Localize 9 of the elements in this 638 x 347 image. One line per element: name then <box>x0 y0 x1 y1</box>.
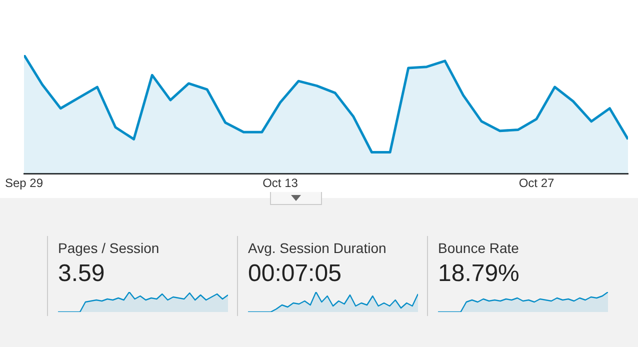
chart-subtitle: 3.59 <box>58 260 106 288</box>
x-tick-label: Sep 29 <box>4 176 44 190</box>
chart-title: Bounce Rate <box>438 240 520 256</box>
chart-subtitle: 18.79% <box>438 260 520 288</box>
chart-title: Pages / Session <box>58 240 160 256</box>
x-tick-label: Oct 13 <box>262 176 298 190</box>
chart-title: Avg. Session Duration <box>248 240 388 256</box>
x-tick-label: Oct 27 <box>518 176 554 190</box>
chart-subtitle: 00:07:05 <box>248 260 342 288</box>
